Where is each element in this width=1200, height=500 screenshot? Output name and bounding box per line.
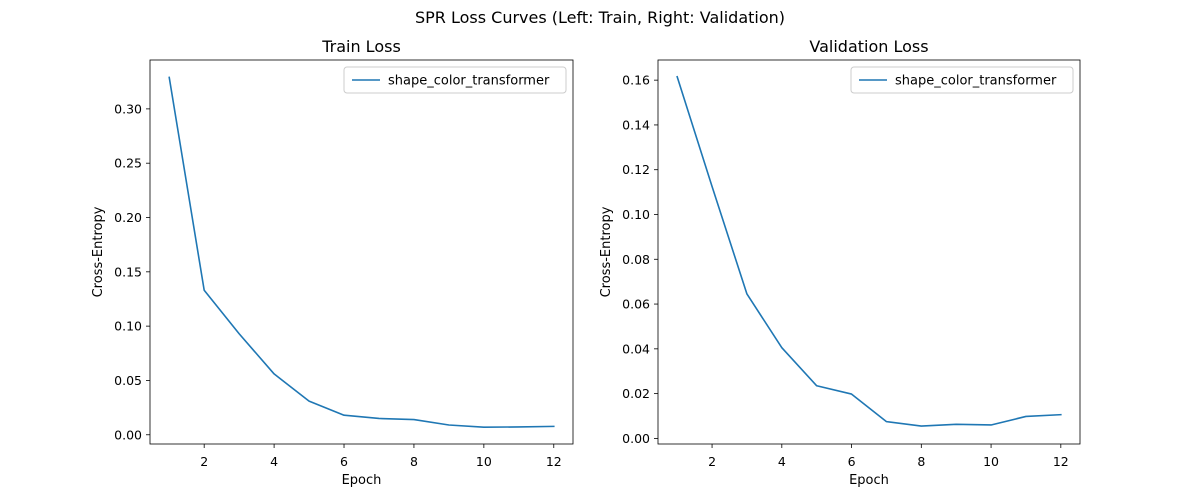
validation-x-axis-label: Epoch <box>849 473 889 488</box>
train-y-tick-label: 0.00 <box>114 427 142 442</box>
validation-axes-frame <box>657 59 1081 445</box>
validation-y-tick-label: 0.06 <box>622 297 650 312</box>
train-legend: shape_color_transformer <box>343 66 567 94</box>
validation-legend-label: shape_color_transformer <box>895 74 1057 89</box>
validation-y-tick-label: 0.00 <box>622 431 650 446</box>
validation-y-tick-label: 0.02 <box>622 386 650 401</box>
train-y-tick-label: 0.15 <box>114 264 142 279</box>
train-x-axis-label: Epoch <box>342 473 382 488</box>
train-x-tick-label: 10 <box>476 454 492 469</box>
validation-series-line <box>676 75 1062 427</box>
validation-axes-title: Validation Loss <box>809 37 928 56</box>
train-y-tick-label: 0.05 <box>114 373 142 388</box>
validation-x-tick-label: 12 <box>1053 454 1069 469</box>
train-x-tick-label: 12 <box>546 454 562 469</box>
train-y-tick-label: 0.25 <box>114 156 142 171</box>
train-legend-label: shape_color_transformer <box>388 74 550 89</box>
validation-x-tick-label: 10 <box>983 454 999 469</box>
validation-legend-box <box>850 66 1074 94</box>
train-y-tick-label: 0.10 <box>114 319 142 334</box>
train-x-tick-label: 8 <box>410 454 418 469</box>
figure-suptitle: SPR Loss Curves (Left: Train, Right: Val… <box>415 8 785 27</box>
validation-y-tick-label: 0.12 <box>622 162 650 177</box>
train-axes-title: Train Loss <box>321 37 401 56</box>
validation-legend: shape_color_transformer <box>850 66 1074 94</box>
validation-x-tick-label: 4 <box>778 454 786 469</box>
validation-y-tick-label: 0.16 <box>622 73 650 88</box>
train-x-tick-label: 6 <box>340 454 348 469</box>
train-series-line <box>168 76 555 428</box>
train-y-axis-label: Cross-Entropy <box>91 206 106 297</box>
train-axes-frame <box>149 59 574 445</box>
train-x-tick-label: 2 <box>200 454 208 469</box>
validation-x-tick-label: 2 <box>708 454 716 469</box>
validation-y-tick-label: 0.14 <box>622 117 650 132</box>
train-y-tick-label: 0.30 <box>114 101 142 116</box>
validation-y-axis-label: Cross-Entropy <box>599 206 614 297</box>
validation-y-tick-label: 0.04 <box>622 341 650 356</box>
validation-y-tick-label: 0.10 <box>622 207 650 222</box>
train-legend-box <box>343 66 567 94</box>
train-x-tick-label: 4 <box>270 454 278 469</box>
train-loss-panel: 2 4 6 8 10 12 0.00 0.05 0.10 0.15 0.20 0.25 0.30 Trai… <box>91 37 574 488</box>
validation-y-tick-label: 0.08 <box>622 252 650 267</box>
train-y-tick-label: 0.20 <box>114 210 142 225</box>
validation-x-tick-label: 6 <box>848 454 856 469</box>
validation-loss-panel: 2 4 6 8 10 12 0.00 0.02 0.04 0.06 0.08 0.10 0.12 0.14… <box>599 37 1081 488</box>
validation-x-tick-label: 8 <box>917 454 925 469</box>
